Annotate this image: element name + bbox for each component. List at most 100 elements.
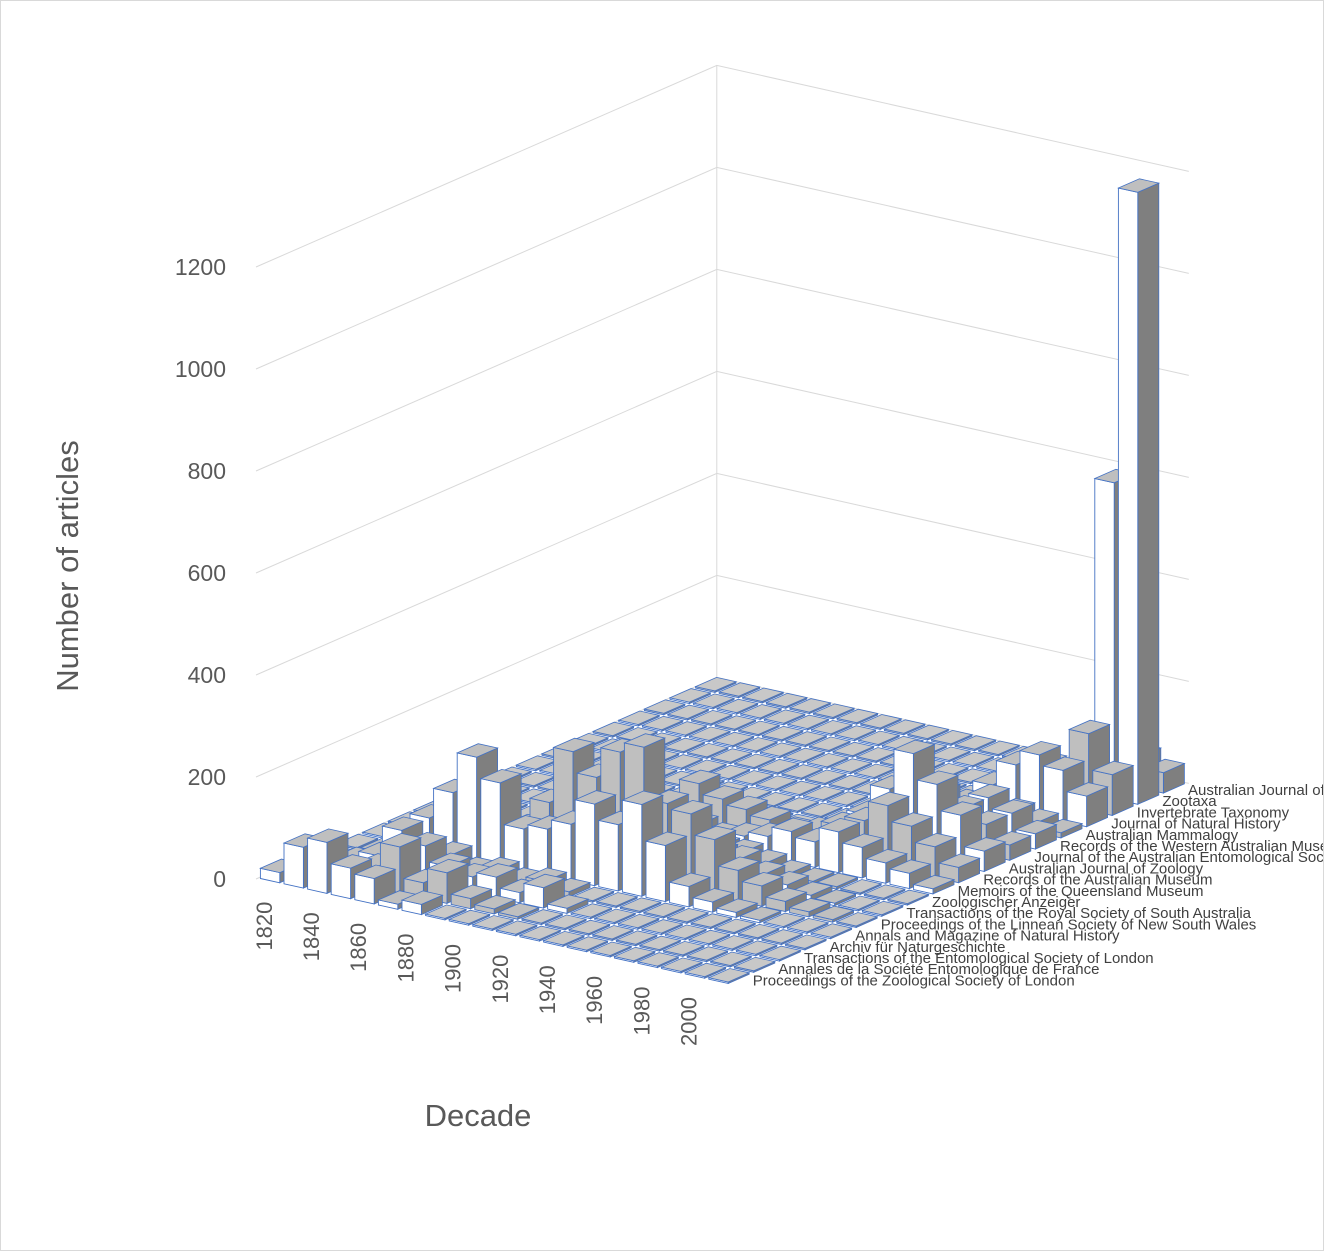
bar-top [916,770,960,785]
bar-top [963,837,1007,852]
bar [788,698,832,715]
bar-top [1042,756,1086,771]
bar [641,715,685,732]
bar [713,715,757,732]
bar-top [709,951,753,966]
bar-top [643,699,687,714]
bar [1091,760,1135,817]
bar [642,902,686,919]
bar-top [817,817,861,833]
bar [515,755,559,772]
bar-top [644,831,688,846]
bar [761,725,805,742]
bar-top [544,914,588,929]
bar-top [813,889,857,904]
bar-top [642,902,686,918]
bar [800,802,844,819]
bar-top [888,859,932,874]
x-tick-label: 1860 [346,923,371,972]
bar-top [786,917,830,933]
bar [809,923,853,940]
x-tick-label: 2000 [677,997,702,1046]
bar [737,923,781,940]
bar-top [786,714,830,730]
bar-top [664,721,708,736]
bar-front [598,819,619,892]
bar [690,709,734,727]
bar [757,758,801,775]
bar [835,912,879,929]
bar-top [808,736,852,751]
bar-top [473,894,517,910]
bar-top [833,725,877,740]
bar-top [591,925,635,940]
bar-top [804,769,848,784]
bar [802,785,846,803]
y-tick-label: 600 [188,560,226,586]
bar [353,864,397,905]
bar-top [715,898,759,913]
bar [977,740,1021,757]
bar-top [859,714,903,729]
bar-top [741,687,785,702]
bar-top [788,897,832,913]
bar-front [621,799,643,897]
bar-top [892,739,936,755]
bar-top [693,825,737,841]
bar-top [741,871,785,887]
series-row [259,828,751,985]
bar [804,769,848,786]
bar-top [381,816,425,831]
bar [694,676,738,694]
bar [589,941,633,958]
series-label: Records of the Australian Museum [983,872,1212,889]
bar [447,909,491,926]
bar-top [863,884,907,899]
bar [473,894,517,915]
bar [662,940,706,958]
bar [839,879,883,896]
bar [707,968,751,985]
bar-top [776,797,820,812]
bar-top [565,936,609,951]
bar [912,874,956,895]
bar-top [857,730,901,745]
bar [782,747,826,764]
gridline [255,268,1189,472]
bar [497,902,541,920]
series-label: Australian Journal of Entomology [1188,782,1323,799]
bar-front [645,840,666,903]
bar-top [831,741,875,757]
bar [951,751,995,768]
bar [666,704,710,721]
bar [544,914,588,931]
bar-top [759,742,803,757]
x-tick-label: 1820 [252,902,277,951]
bar-front [354,873,375,905]
bar-top [731,770,775,785]
bar-top [737,923,781,939]
bar [520,909,564,926]
bar-top [542,930,586,946]
bar-top [1018,740,1062,756]
bar-top [623,733,667,748]
bar-top [668,872,712,887]
bar-top [802,785,846,801]
bar-top [636,952,680,967]
bar-top [589,941,633,956]
bar-top [760,929,804,944]
series-label: Invertebrate Taxonomy [1137,804,1290,821]
bar-top [613,946,657,962]
bar-top [495,920,539,935]
bar-top [664,924,708,939]
y-tick-label: 400 [188,662,226,688]
bar-top [666,704,710,720]
bar-top [591,721,635,737]
bar-top [573,790,617,805]
bar [786,714,830,731]
bar [1065,782,1109,828]
bar-top [755,775,799,790]
bar [619,897,663,914]
bar-top [865,848,909,864]
bar [755,775,799,792]
